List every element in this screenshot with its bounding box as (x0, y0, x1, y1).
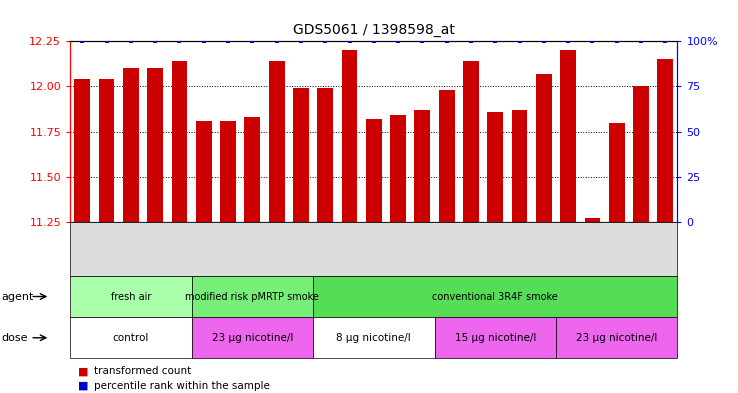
Point (441, 38, 452, 44)
Point (198, 38, 210, 44)
Text: percentile rank within the sample: percentile rank within the sample (94, 381, 269, 391)
Bar (658, 59, 673, 222)
Bar (560, 50, 576, 222)
Text: control: control (113, 333, 149, 343)
Bar (148, 68, 163, 222)
Point (271, 38, 283, 44)
Bar (220, 121, 236, 222)
Bar (269, 61, 285, 222)
Point (392, 38, 404, 44)
Point (514, 38, 525, 44)
Bar (75, 79, 90, 222)
Bar (584, 219, 600, 222)
Text: agent: agent (1, 292, 34, 301)
Point (368, 38, 380, 44)
Bar (390, 116, 406, 222)
Point (295, 38, 307, 44)
Bar (366, 119, 382, 222)
Point (562, 38, 574, 44)
Bar (293, 88, 308, 222)
Bar (511, 110, 528, 222)
Text: ■: ■ (77, 366, 88, 376)
Point (660, 38, 672, 44)
Bar (463, 61, 479, 222)
Text: dose: dose (1, 333, 28, 343)
Point (246, 38, 258, 44)
Bar (439, 90, 455, 222)
Point (320, 38, 331, 44)
Text: 15 μg nicotine/l: 15 μg nicotine/l (455, 333, 536, 343)
Text: 23 μg nicotine/l: 23 μg nicotine/l (212, 333, 293, 343)
Text: GDS5061 / 1398598_at: GDS5061 / 1398598_at (293, 23, 455, 37)
Bar (99, 79, 114, 222)
Bar (196, 121, 212, 222)
Text: fresh air: fresh air (111, 292, 151, 301)
Bar (342, 50, 357, 222)
Bar (609, 123, 624, 222)
Bar (487, 112, 503, 222)
Bar (123, 68, 139, 222)
Point (125, 38, 137, 44)
Text: 23 μg nicotine/l: 23 μg nicotine/l (576, 333, 658, 343)
Text: modified risk pMRTP smoke: modified risk pMRTP smoke (185, 292, 320, 301)
Point (538, 38, 550, 44)
Point (173, 38, 185, 44)
Point (222, 38, 234, 44)
Text: 8 μg nicotine/l: 8 μg nicotine/l (337, 333, 411, 343)
Point (76, 38, 88, 44)
Point (149, 38, 161, 44)
Point (611, 38, 623, 44)
Text: transformed count: transformed count (94, 366, 191, 376)
Point (489, 38, 501, 44)
Point (587, 38, 599, 44)
Point (635, 38, 647, 44)
Bar (317, 88, 333, 222)
Bar (536, 74, 552, 222)
Text: conventional 3R4F smoke: conventional 3R4F smoke (432, 292, 558, 301)
Point (344, 38, 356, 44)
Point (416, 38, 428, 44)
Point (465, 38, 477, 44)
Bar (633, 86, 649, 222)
Point (100, 38, 112, 44)
Text: ■: ■ (77, 381, 88, 391)
Bar (244, 117, 261, 222)
Bar (415, 110, 430, 222)
Bar (171, 61, 187, 222)
